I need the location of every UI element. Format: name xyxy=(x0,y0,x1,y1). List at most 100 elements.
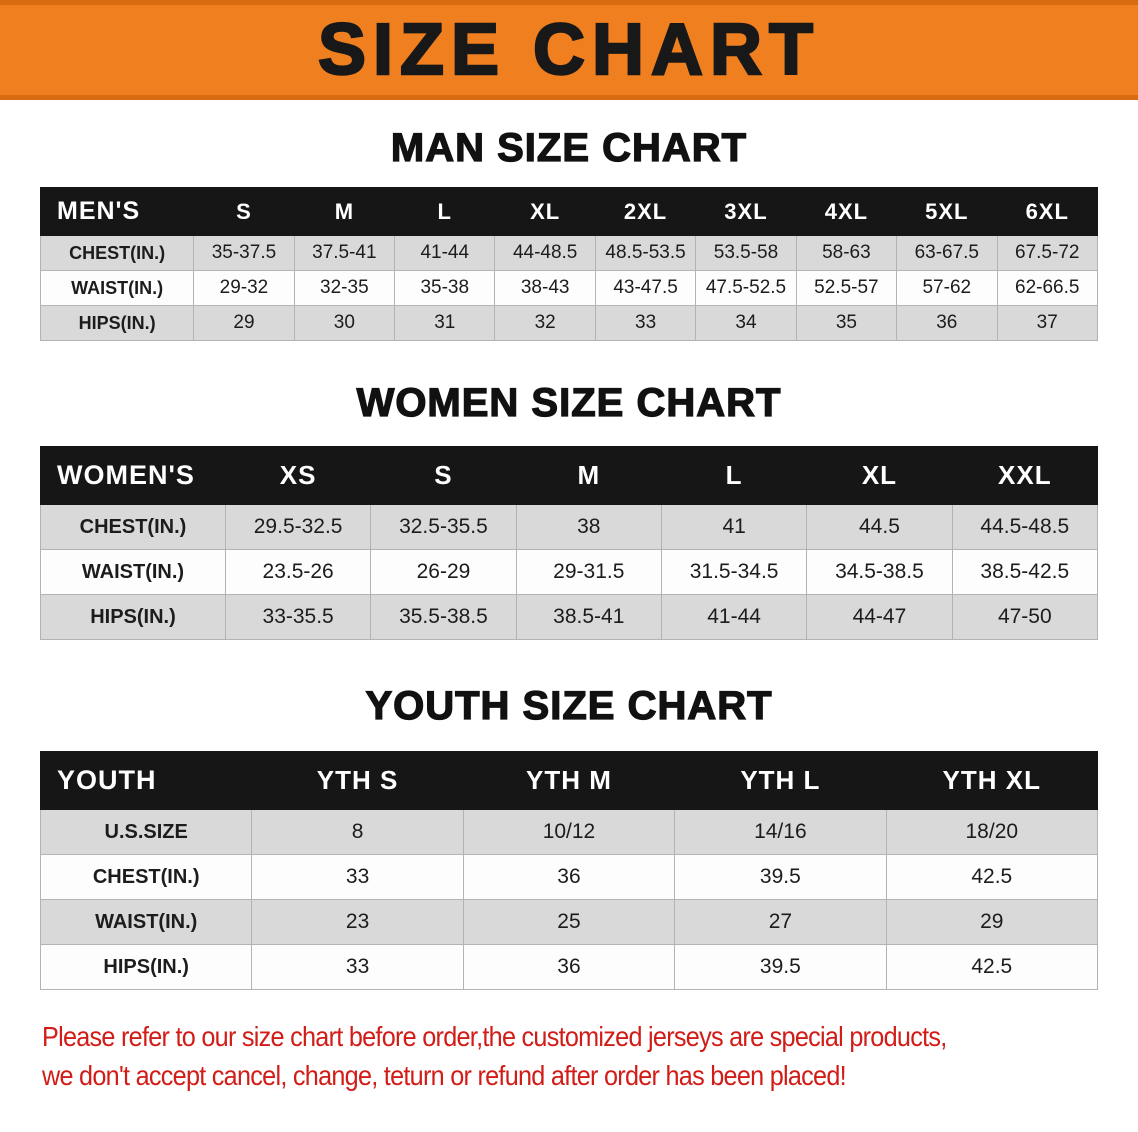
size-value-cell: 34.5-38.5 xyxy=(806,549,953,595)
size-value-cell: 32 xyxy=(494,305,596,341)
measurement-label: WAIST(IN.) xyxy=(40,549,226,595)
size-value-cell: 29 xyxy=(885,899,1099,945)
size-value-cell: 48.5-53.5 xyxy=(594,235,697,271)
measurement-label: U.S.SIZE xyxy=(39,809,253,855)
size-table-row: WAIST(IN.) 29-32 32-35 35-38 38-43 43-47.5 47.… xyxy=(39,270,1098,306)
youth-size-section: YOUTH SIZE CHART YOUTH YTH S YTH M YTH L YTH… xyxy=(0,683,1138,990)
size-value-cell: 34 xyxy=(695,305,797,341)
size-value-cell: 43-47.5 xyxy=(594,270,697,306)
size-value-cell: 42.5 xyxy=(885,944,1099,990)
size-value-cell: 23 xyxy=(251,899,464,945)
size-value-cell: 35-38 xyxy=(394,270,496,306)
size-value-cell: 31.5-34.5 xyxy=(660,549,808,595)
size-value-cell: 44.5-48.5 xyxy=(951,504,1099,550)
size-value-cell: 42.5 xyxy=(885,854,1099,900)
size-value-cell: 57-62 xyxy=(896,270,998,306)
size-value-cell: 33 xyxy=(251,944,464,990)
women-size-section: WOMEN SIZE CHART WOMEN'S XS S M L XL XXL CHEST(… xyxy=(0,380,1138,640)
size-table-header-row: MEN'S S M L XL 2XL 3XL 4XL 5XL 6XL xyxy=(39,187,1098,236)
size-column-header: 5XL xyxy=(896,187,998,236)
size-value-cell: 36 xyxy=(896,305,998,341)
size-table-header-row: WOMEN'S XS S M L XL XXL xyxy=(40,446,1099,505)
disclaimer: Please refer to our size chart before or… xyxy=(42,1018,1138,1095)
size-value-cell: 38.5-42.5 xyxy=(951,549,1099,595)
size-column-header: XXL xyxy=(951,446,1099,505)
size-value-cell: 39.5 xyxy=(674,944,887,990)
size-table-row: U.S.SIZE 8 10/12 14/16 18/20 xyxy=(39,809,1099,855)
size-table-header-row: YOUTH YTH S YTH M YTH L YTH XL xyxy=(39,751,1099,810)
youth-size-heading: YOUTH SIZE CHART xyxy=(365,683,773,728)
size-column-header: XS xyxy=(224,446,372,505)
measurement-label: WAIST(IN.) xyxy=(39,899,253,945)
women-size-heading: WOMEN SIZE CHART xyxy=(356,380,782,425)
size-value-cell: 38-43 xyxy=(494,270,596,306)
size-column-header: YTH S xyxy=(251,751,464,810)
size-value-cell: 39.5 xyxy=(674,854,887,900)
size-column-header: S xyxy=(193,187,295,236)
size-value-cell: 37.5-41 xyxy=(293,235,396,271)
size-value-cell: 27 xyxy=(674,899,887,945)
size-table-row: CHEST(IN.) 33 36 39.5 42.5 xyxy=(39,854,1099,900)
size-value-cell: 63-67.5 xyxy=(896,235,998,271)
measurement-label: WAIST(IN.) xyxy=(39,270,195,306)
size-column-header: XL xyxy=(806,446,953,505)
size-column-header: S xyxy=(370,446,517,505)
size-table-row: HIPS(IN.) 29 30 31 32 33 34 35 36 37 xyxy=(39,305,1098,341)
size-value-cell: 44-47 xyxy=(806,594,953,640)
size-value-cell: 35-37.5 xyxy=(193,235,295,271)
youth-size-table: YOUTH YTH S YTH M YTH L YTH XL U.S.SIZE 8 10/12… xyxy=(39,751,1099,990)
size-value-cell: 52.5-57 xyxy=(795,270,898,306)
size-value-cell: 35 xyxy=(795,305,898,341)
size-value-cell: 14/16 xyxy=(674,809,887,855)
size-column-header: XL xyxy=(494,187,596,236)
measurement-label: CHEST(IN.) xyxy=(40,504,226,550)
table-title-cell: YOUTH xyxy=(39,751,253,810)
measurement-label: HIPS(IN.) xyxy=(39,305,195,341)
size-value-cell: 8 xyxy=(251,809,464,855)
size-value-cell: 26-29 xyxy=(370,549,517,595)
size-value-cell: 10/12 xyxy=(462,809,676,855)
size-column-header: 2XL xyxy=(594,187,697,236)
size-value-cell: 29-32 xyxy=(193,270,295,306)
size-value-cell: 33 xyxy=(594,305,697,341)
size-value-cell: 18/20 xyxy=(885,809,1099,855)
size-value-cell: 33 xyxy=(251,854,464,900)
size-value-cell: 41-44 xyxy=(660,594,808,640)
size-value-cell: 44-48.5 xyxy=(494,235,596,271)
size-value-cell: 47.5-52.5 xyxy=(695,270,797,306)
size-column-header: L xyxy=(660,446,808,505)
size-value-cell: 32-35 xyxy=(293,270,396,306)
size-value-cell: 23.5-26 xyxy=(224,549,372,595)
size-column-header: M xyxy=(293,187,396,236)
size-value-cell: 62-66.5 xyxy=(996,270,1098,306)
size-value-cell: 32.5-35.5 xyxy=(370,504,517,550)
size-table-row: HIPS(IN.) 33-35.5 35.5-38.5 38.5-41 41-44 44-… xyxy=(40,594,1099,640)
size-column-header: YTH L xyxy=(674,751,887,810)
size-value-cell: 29.5-32.5 xyxy=(224,504,372,550)
table-title-cell: MEN'S xyxy=(39,187,195,236)
size-value-cell: 41 xyxy=(660,504,808,550)
page-title: SIZE CHART xyxy=(317,10,820,90)
measurement-label: HIPS(IN.) xyxy=(40,594,226,640)
size-value-cell: 38.5-41 xyxy=(515,594,662,640)
size-column-header: 4XL xyxy=(795,187,898,236)
size-value-cell: 33-35.5 xyxy=(224,594,372,640)
disclaimer-text: Please refer to our size chart before or… xyxy=(42,1018,1028,1095)
size-column-header: YTH M xyxy=(462,751,676,810)
size-value-cell: 44.5 xyxy=(806,504,953,550)
table-title-cell: WOMEN'S xyxy=(40,446,226,505)
size-value-cell: 47-50 xyxy=(951,594,1099,640)
size-value-cell: 53.5-58 xyxy=(695,235,797,271)
disclaimer-line-1: Please refer to our size chart before or… xyxy=(42,1021,947,1052)
measurement-label: HIPS(IN.) xyxy=(39,944,253,990)
size-value-cell: 37 xyxy=(996,305,1098,341)
size-value-cell: 35.5-38.5 xyxy=(370,594,517,640)
size-value-cell: 41-44 xyxy=(394,235,496,271)
size-column-header: YTH XL xyxy=(885,751,1099,810)
size-value-cell: 38 xyxy=(515,504,662,550)
size-column-header: 6XL xyxy=(996,187,1098,236)
size-table-row: CHEST(IN.) 29.5-32.5 32.5-35.5 38 41 44.5 44.5… xyxy=(40,504,1099,550)
banner: SIZE CHART xyxy=(0,0,1138,100)
men-size-table: MEN'S S M L XL 2XL 3XL 4XL 5XL 6XL CHEST(IN.) 35-37… xyxy=(39,187,1098,341)
